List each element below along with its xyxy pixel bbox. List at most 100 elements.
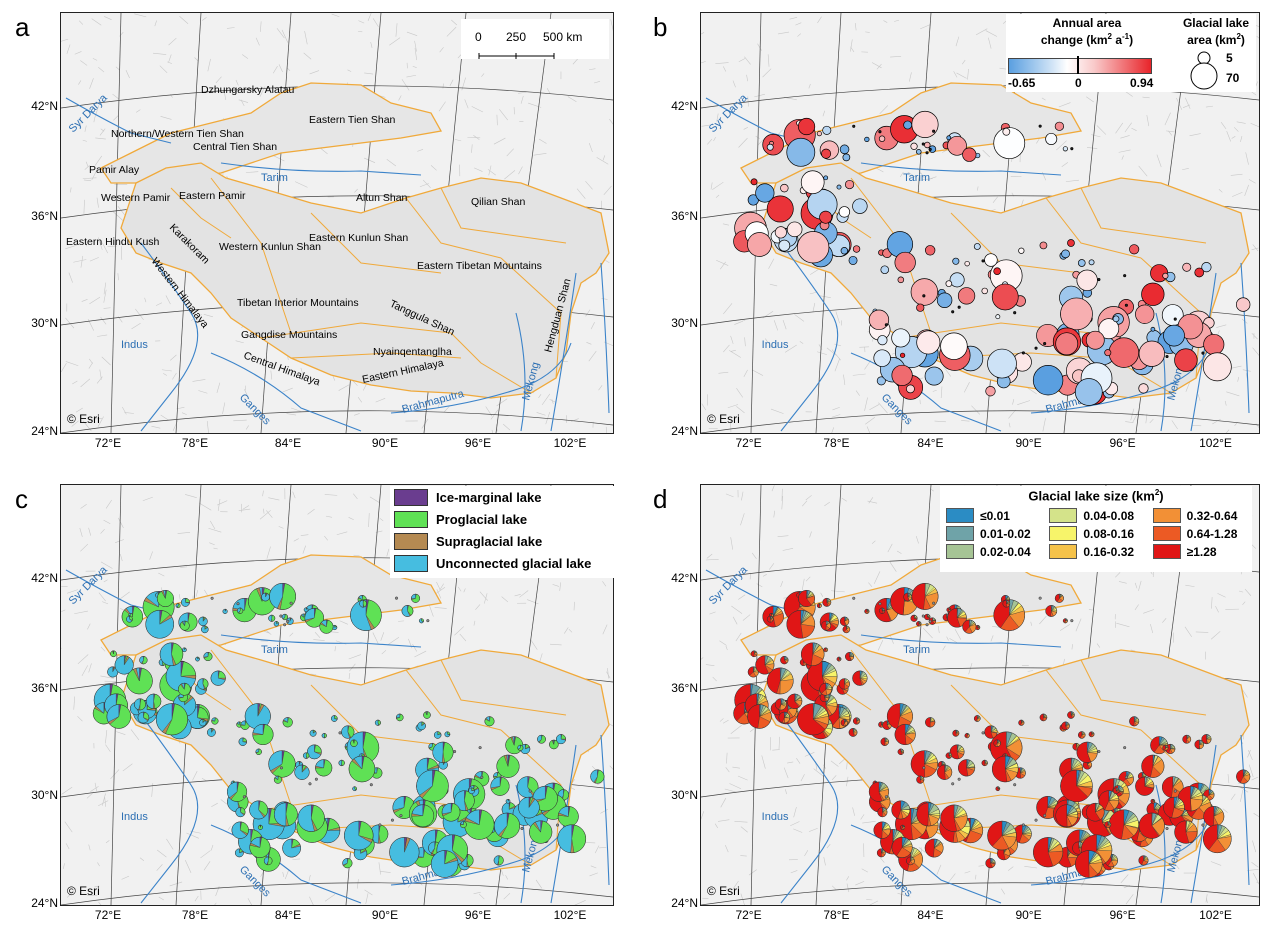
river-label: Indus xyxy=(121,811,148,823)
lake-type-marker xyxy=(126,615,133,623)
lake-type-marker xyxy=(238,737,247,746)
lake-size-marker xyxy=(848,728,858,737)
lake-type-marker xyxy=(478,746,482,750)
lake-change-marker xyxy=(852,124,856,128)
lake-change-marker xyxy=(852,198,868,214)
lake-type-marker xyxy=(321,733,327,739)
legend-item-supraglacial: Supraglacial lake xyxy=(394,530,614,552)
lake-type-marker xyxy=(207,728,216,737)
lake-size-marker xyxy=(924,838,944,858)
lake-type-marker xyxy=(145,609,175,639)
lake-size-marker xyxy=(1038,596,1042,600)
lake-size-marker xyxy=(987,820,1017,851)
lake-type-marker xyxy=(338,759,345,767)
lake-type-marker xyxy=(210,596,214,600)
lake-change-marker xyxy=(1088,259,1095,266)
region-label: Altun Shan xyxy=(356,192,408,204)
lake-change-marker xyxy=(906,384,915,394)
lake-change-marker xyxy=(884,323,888,327)
size-item-8: 0.64-1.28 xyxy=(1152,526,1246,542)
lake-size-marker xyxy=(951,782,955,786)
lake-size-marker xyxy=(1055,804,1079,828)
lake-type-marker xyxy=(252,723,274,746)
lake-change-marker xyxy=(891,328,911,348)
lake-change-marker xyxy=(981,287,988,295)
lake-size-marker xyxy=(928,619,932,623)
lake-change-marker xyxy=(1165,354,1169,359)
lake-type-marker xyxy=(338,731,342,735)
river-label: Tarim xyxy=(261,172,288,184)
lake-size-marker xyxy=(747,666,759,678)
region-label: Western Pamir xyxy=(101,192,171,204)
lake-type-marker xyxy=(268,750,296,778)
latitude-label: 36°N xyxy=(31,681,58,695)
size-item-9: ≥1.28 xyxy=(1152,544,1246,560)
lake-change-marker xyxy=(786,221,803,238)
lake-type-marker xyxy=(557,806,579,827)
lake-size-marker xyxy=(1112,787,1120,795)
lake-change-marker xyxy=(766,195,794,223)
lake-change-marker xyxy=(844,179,855,190)
lake-type-marker xyxy=(110,650,117,658)
map-panel-d: Syr Darya Tarim Indus Ganges Brahmaputra Meko… xyxy=(700,484,1260,906)
lake-change-marker xyxy=(1123,274,1127,278)
panel-letter-c: c xyxy=(15,484,28,514)
lake-size-marker xyxy=(1174,820,1198,844)
lake-type-marker xyxy=(359,599,367,608)
lake-change-marker xyxy=(964,260,970,267)
lake-size-marker xyxy=(910,750,938,778)
river-label: Indus xyxy=(762,339,789,351)
lake-type-marker xyxy=(537,734,546,744)
lake-change-marker xyxy=(1182,262,1192,272)
lake-change-marker xyxy=(894,251,916,274)
longitude-label: 78°E xyxy=(181,908,209,922)
lake-change-marker xyxy=(1055,332,1079,356)
size-item-1: ≤0.01 xyxy=(946,508,1039,524)
lake-type-marker xyxy=(464,809,495,840)
lake-size-marker xyxy=(894,723,916,746)
longitude-label: 90°E xyxy=(371,436,399,450)
lake-size-marker xyxy=(750,650,758,658)
lake-type-marker xyxy=(556,823,560,827)
lake-change-marker xyxy=(877,335,888,346)
lake-size-marker xyxy=(916,621,922,627)
lake-type-marker xyxy=(257,824,263,830)
lake-type-marker xyxy=(302,752,310,759)
region-label: Central Tien Shan xyxy=(193,141,277,153)
lake-change-marker xyxy=(899,352,906,358)
lake-type-marker xyxy=(231,821,249,839)
lake-type-marker xyxy=(145,693,162,709)
lake-size-marker xyxy=(798,590,816,607)
lake-type-marker xyxy=(517,744,524,751)
lake-type-marker xyxy=(394,596,399,600)
lake-size-marker xyxy=(1163,796,1185,819)
lake-change-marker xyxy=(916,330,941,355)
lake-change-marker xyxy=(1098,318,1120,340)
lake-change-marker xyxy=(821,148,832,159)
lake-type-marker xyxy=(352,786,357,792)
lake-type-marker xyxy=(282,717,293,728)
lake-type-marker xyxy=(490,776,510,796)
lake-change-marker xyxy=(1173,317,1177,321)
legend-lake-size: Glacial lake size (km2) ≤0.01 0.04-0.08 … xyxy=(940,486,1252,572)
lake-change-marker xyxy=(797,117,816,136)
longitude-label: 90°E xyxy=(1015,908,1042,922)
lake-size-marker xyxy=(1108,809,1139,840)
lake-size-marker xyxy=(873,821,891,839)
lake-change-marker xyxy=(838,206,851,218)
lake-size-marker xyxy=(981,759,988,767)
area-legend-circles xyxy=(1190,51,1218,90)
lake-type-marker xyxy=(279,766,284,770)
lake-type-marker xyxy=(244,703,271,730)
area-large-label: 70 xyxy=(1226,71,1240,85)
lake-change-marker xyxy=(1174,348,1198,372)
lake-change-marker xyxy=(984,253,998,267)
lake-size-marker xyxy=(774,698,787,711)
lake-size-marker xyxy=(897,748,905,755)
lake-size-marker xyxy=(981,731,985,735)
lake-type-marker xyxy=(236,602,240,606)
lake-change-marker xyxy=(991,283,1019,311)
swatch-unconnected xyxy=(394,554,428,572)
lake-size-marker xyxy=(877,807,888,818)
latitude-label: 36°N xyxy=(671,209,698,223)
